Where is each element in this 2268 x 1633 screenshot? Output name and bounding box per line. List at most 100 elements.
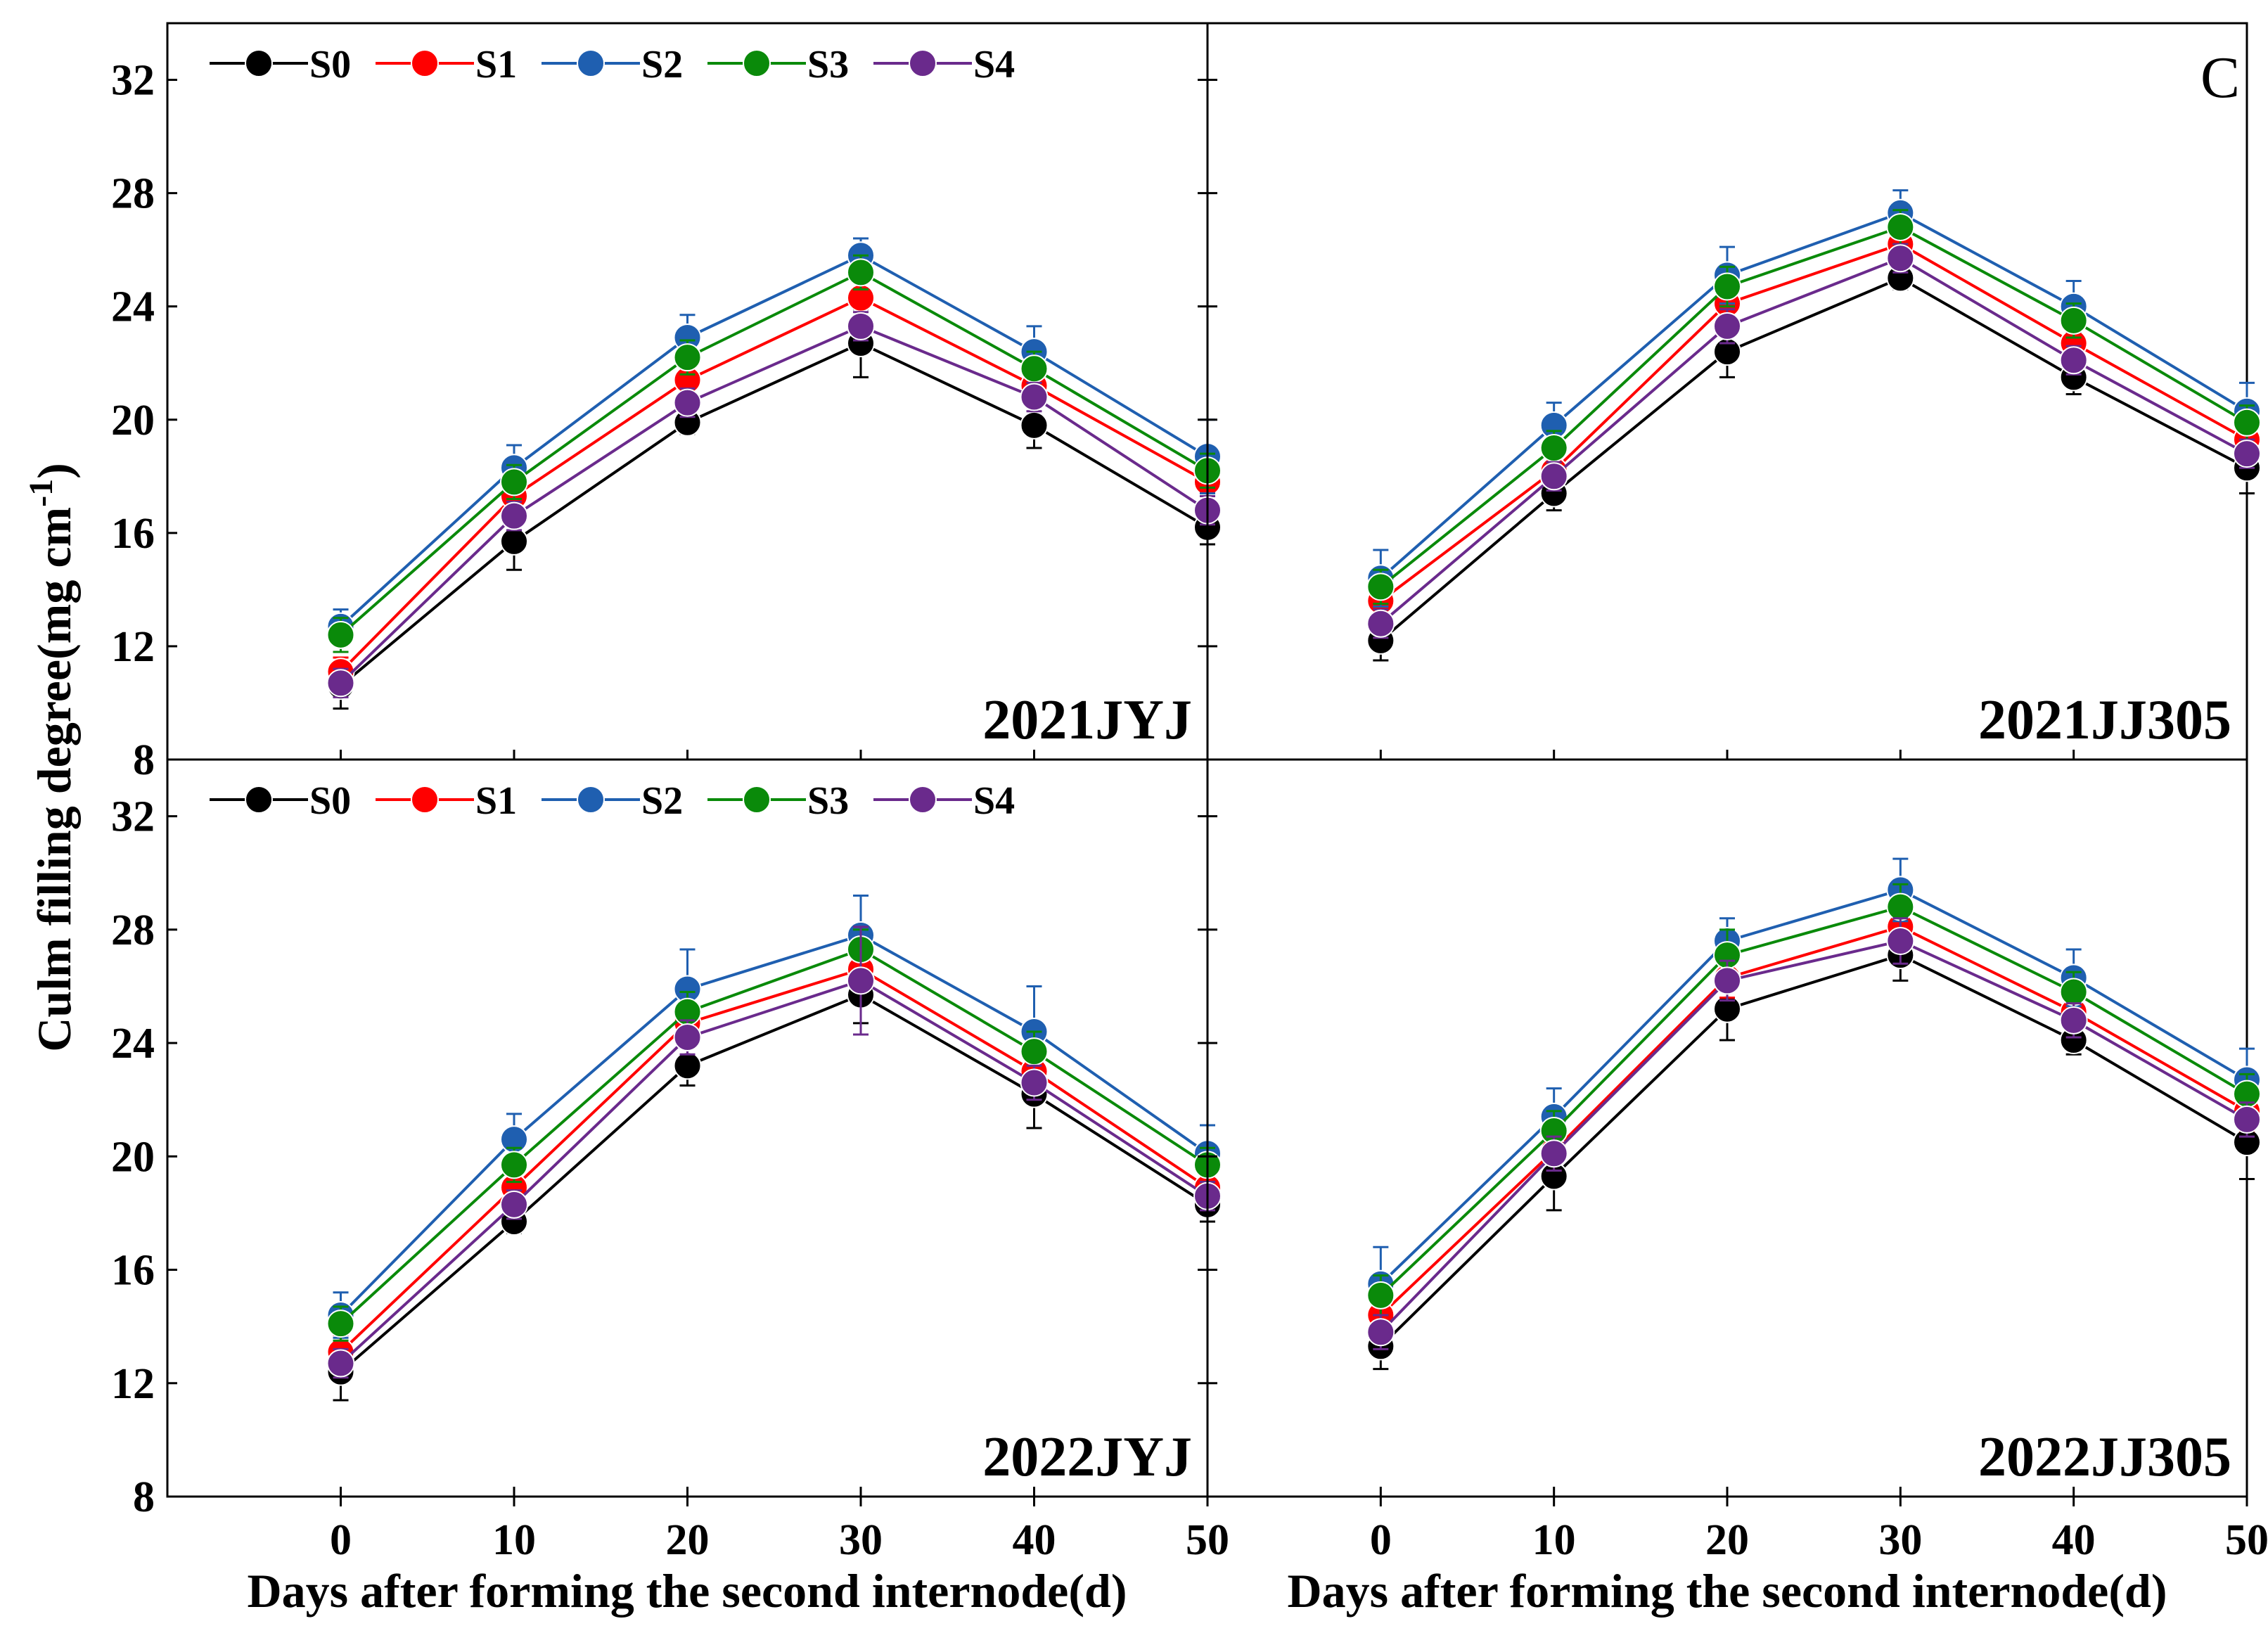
data-point-S3 [500,468,528,497]
legend-marker-S2 [577,786,605,814]
panel-label: 2022JYJ [982,1426,1192,1488]
series-line-S4 [1379,939,2248,1333]
x-tick-label: 10 [1532,1516,1576,1564]
data-point-S4 [1366,609,1395,638]
data-point-S3 [673,343,702,372]
data-point-S4 [1020,1068,1049,1097]
panel-letter: C [2200,45,2240,110]
data-point-S0 [673,1051,702,1080]
y-tick-label: 24 [111,1020,155,1068]
y-tick-label: 16 [111,1247,155,1295]
x-tick-label: 10 [492,1516,536,1564]
data-point-S3 [847,258,875,287]
data-point-S4 [500,1190,528,1219]
legend-marker-S1 [411,49,439,77]
legend-label-S2: S2 [641,43,683,87]
data-point-S4 [1539,1139,1568,1168]
plot-frame [1206,758,2248,1498]
x-tick-label: 50 [2225,1516,2268,1564]
y-tick-label: 8 [133,1473,155,1521]
data-point-S3 [1886,892,1915,921]
data-point-S3 [1366,1281,1395,1309]
legend-marker-S2 [577,49,605,77]
series-line-S1 [340,296,1208,673]
series-line-S3 [340,947,1209,1325]
y-tick-label: 16 [111,510,155,558]
legend-marker-S0 [245,786,273,814]
series-line-S4 [1380,257,2248,625]
y-tick-label: 32 [111,57,155,105]
series-line-S2 [1379,888,2248,1286]
x-tick-label: 20 [666,1516,710,1564]
legend-marker-S3 [743,786,771,814]
x-tick-label: 40 [1013,1516,1056,1564]
series-line-S0 [340,341,1209,687]
data-point-S4 [847,312,875,340]
y-axis-title: Culm filling degree(mg cm-1) [23,463,82,1052]
data-point-S4 [2233,440,2261,468]
data-point-S4 [1539,462,1568,491]
legend-label-S3: S3 [807,779,849,823]
data-point-S4 [326,669,355,698]
series-line-S3 [1380,225,2248,588]
x-tick-label: 40 [2052,1516,2096,1564]
data-point-S3 [2233,408,2261,437]
data-point-S4 [1020,383,1049,411]
plot-frame [1206,22,2248,761]
legend-label-S1: S1 [475,779,517,823]
data-point-S0 [500,527,528,556]
chart-panels: 8 12 16 20 24 28 32 2021JYJ S0 S1 S2 S3 S4 2021JJ305 8… [111,22,2268,1564]
y-tick-label: 20 [111,1133,155,1181]
legend-label-S1: S1 [475,43,517,87]
legend: S0 S1 S2 S3 S4 [210,43,1015,87]
y-tick-label: 28 [111,170,155,218]
series-line-S3 [1379,905,2248,1297]
y-tick-label: 12 [111,1360,155,1408]
panel-label: 2021JYJ [982,689,1192,751]
legend-label-S3: S3 [807,43,849,87]
data-point-S3 [326,620,355,649]
data-point-S4 [1886,244,1915,273]
data-point-S4 [2059,346,2088,375]
x-axis-title-left: Days after forming the second internode(… [248,1564,1127,1618]
chart-panel-1: 8 12 16 20 24 28 32 2021JYJ S0 S1 S2 S3 S4 [111,22,1222,784]
data-point-S4 [1886,926,1915,955]
data-point-S4 [1713,312,1741,340]
series-line-S2 [340,933,1209,1317]
data-point-S4 [1366,1318,1395,1347]
x-tick-label: 20 [1705,1516,1749,1564]
y-tick-label: 24 [111,283,155,331]
legend-marker-S4 [909,49,937,77]
legend-label-S2: S2 [641,779,683,823]
legend-label-S0: S0 [309,43,351,87]
data-point-S4 [847,966,875,995]
series-line-S2 [1380,211,2248,579]
legend-marker-S4 [909,786,937,814]
data-point-S4 [673,388,702,417]
data-point-S3 [1020,354,1049,383]
series-line-S1 [340,968,1209,1353]
data-point-S4 [500,501,528,530]
legend-marker-S3 [743,49,771,77]
series-line-S0 [340,993,1209,1373]
legend-label-S4: S4 [973,779,1015,823]
data-point-S4 [673,1023,702,1052]
series-line-S1 [1380,242,2248,603]
panel-label: 2022JJ305 [1978,1426,2231,1488]
data-point-S4 [2059,1006,2088,1035]
panel-label: 2021JJ305 [1978,689,2231,751]
data-point-S3 [500,1151,528,1179]
data-point-S0 [1020,411,1049,440]
data-point-S3 [1020,1037,1049,1066]
x-tick-label: 50 [1186,1516,1229,1564]
series-line-S2 [340,253,1209,628]
data-point-S3 [2059,978,2088,1006]
data-point-S3 [1539,434,1568,463]
series-line-S3 [340,271,1209,636]
y-tick-label: 20 [111,397,155,444]
data-point-S3 [1886,212,1915,241]
series-line-S0 [1380,276,2248,642]
series-line-S0 [1379,953,2248,1347]
x-tick-label: 0 [330,1516,352,1564]
